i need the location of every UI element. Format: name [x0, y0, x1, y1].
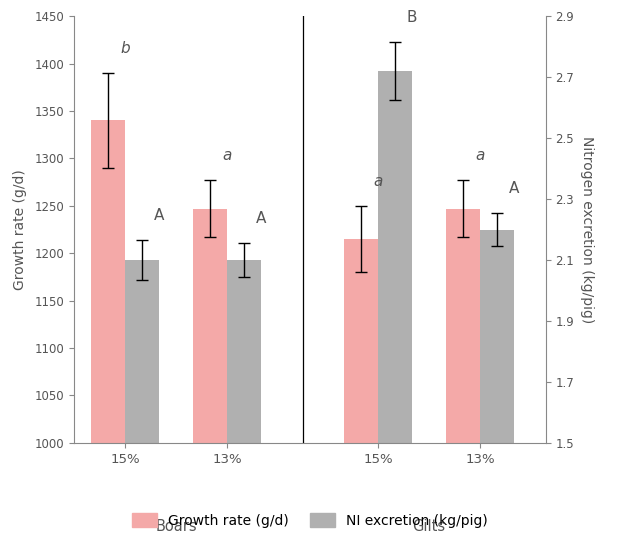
Bar — [378, 71, 412, 540]
Text: A: A — [154, 208, 164, 223]
Text: A: A — [509, 181, 519, 195]
Y-axis label: Nitrogen excretion (kg/pig): Nitrogen excretion (kg/pig) — [580, 136, 593, 323]
Y-axis label: Growth rate (g/d): Growth rate (g/d) — [12, 169, 27, 290]
Text: a: a — [223, 148, 232, 163]
Bar — [344, 239, 378, 540]
Bar — [91, 120, 125, 540]
Text: A: A — [256, 211, 267, 226]
Bar — [480, 230, 514, 540]
Bar — [228, 260, 262, 540]
Text: a: a — [476, 148, 485, 163]
Text: b: b — [121, 41, 130, 56]
Legend: Growth rate (g/d), NI excretion (kg/pig): Growth rate (g/d), NI excretion (kg/pig) — [126, 507, 494, 533]
Text: B: B — [407, 10, 417, 25]
Text: Boars: Boars — [156, 518, 197, 534]
Text: a: a — [373, 174, 383, 189]
Bar — [446, 208, 480, 540]
Bar — [193, 208, 228, 540]
Text: Gilts: Gilts — [412, 518, 446, 534]
Bar — [125, 260, 159, 540]
